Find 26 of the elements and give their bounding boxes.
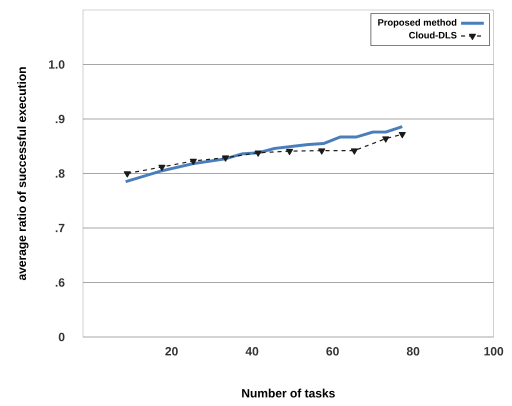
point <box>398 132 406 138</box>
x-tick-label: 40 <box>246 347 258 356</box>
point <box>318 148 326 155</box>
point <box>124 171 131 178</box>
y-tick-label: .9 <box>56 114 65 124</box>
x-tick-label: 100 <box>484 347 504 356</box>
y-tick-label: 0 <box>58 332 64 342</box>
x-tick-label: 20 <box>165 347 178 356</box>
y-tick-label: 1.0 <box>49 60 64 69</box>
point <box>286 148 294 156</box>
y-axis-title: average ratio of successful execution <box>17 67 28 280</box>
point <box>350 148 358 155</box>
legend-label: Cloud-DLS <box>409 32 457 38</box>
x-tick-label: 80 <box>406 347 420 356</box>
y-tick-label: .8 <box>56 169 65 178</box>
y-tick-label: .7 <box>56 224 64 232</box>
point <box>254 150 262 157</box>
y-tick-label: .6 <box>56 278 65 287</box>
x-axis-title: Number of tasks <box>242 388 335 398</box>
line-series <box>124 125 404 184</box>
legend-label: Proposed method <box>378 18 456 28</box>
point <box>222 155 230 162</box>
point <box>190 158 197 165</box>
point <box>382 136 390 143</box>
point <box>158 164 166 171</box>
x-tick-label: 60 <box>326 347 339 356</box>
